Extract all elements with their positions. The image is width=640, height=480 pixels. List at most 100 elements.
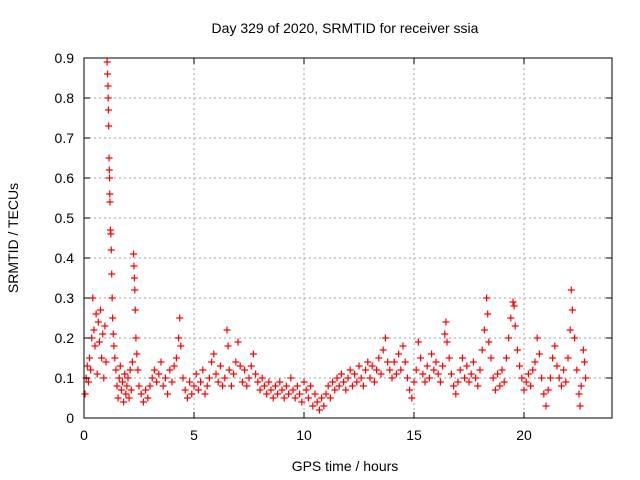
data-point xyxy=(344,374,352,382)
data-point xyxy=(516,362,524,370)
data-point xyxy=(104,106,112,114)
data-point xyxy=(377,370,385,378)
data-point xyxy=(142,386,150,394)
data-point xyxy=(105,154,113,162)
data-point xyxy=(224,342,232,350)
data-point xyxy=(549,354,557,362)
y-tick-label: 0.3 xyxy=(55,290,75,306)
data-point xyxy=(335,382,343,390)
data-point xyxy=(553,362,561,370)
data-point xyxy=(91,342,99,350)
y-tick-label: 0.6 xyxy=(55,170,75,186)
data-point xyxy=(106,198,114,206)
data-point xyxy=(126,366,134,374)
data-point xyxy=(104,82,112,90)
data-point xyxy=(401,358,409,366)
data-point xyxy=(92,310,100,318)
data-point xyxy=(282,382,290,390)
data-point xyxy=(576,402,584,410)
data-point xyxy=(120,398,128,406)
data-point xyxy=(227,382,235,390)
data-point xyxy=(236,362,244,370)
x-tick-label: 15 xyxy=(406,427,422,443)
data-point xyxy=(579,346,587,354)
data-point xyxy=(566,326,574,334)
data-point xyxy=(500,378,508,386)
data-point xyxy=(133,350,141,358)
data-point xyxy=(571,334,579,342)
data-point xyxy=(357,374,365,382)
data-point xyxy=(289,386,297,394)
data-point xyxy=(108,270,116,278)
data-point xyxy=(121,370,129,378)
data-point xyxy=(95,338,103,346)
data-point xyxy=(124,374,132,382)
x-tick-label: 5 xyxy=(190,427,198,443)
data-point xyxy=(428,350,436,358)
data-point xyxy=(208,358,216,366)
data-point xyxy=(461,374,469,382)
data-point xyxy=(399,342,407,350)
data-point xyxy=(472,374,480,382)
data-point xyxy=(83,362,91,370)
data-point xyxy=(337,370,345,378)
data-point xyxy=(496,382,504,390)
data-point xyxy=(263,390,271,398)
data-point xyxy=(249,350,257,358)
data-point xyxy=(359,382,367,390)
data-point xyxy=(419,370,427,378)
data-point xyxy=(212,370,220,378)
data-point xyxy=(425,374,433,382)
data-point xyxy=(452,390,460,398)
data-point xyxy=(489,374,497,382)
data-point xyxy=(562,378,570,386)
data-point xyxy=(467,370,475,378)
data-point xyxy=(197,378,205,386)
data-point xyxy=(128,358,136,366)
data-point xyxy=(260,382,268,390)
data-point xyxy=(487,354,495,362)
data-point xyxy=(232,358,240,366)
data-point xyxy=(161,374,169,382)
data-point xyxy=(318,394,326,402)
data-point xyxy=(177,342,185,350)
chart-title: Day 329 of 2020, SRMTID for receiver ssi… xyxy=(212,20,479,36)
data-point xyxy=(505,334,513,342)
data-point xyxy=(370,378,378,386)
data-point xyxy=(192,370,200,378)
data-point xyxy=(107,246,115,254)
data-point xyxy=(443,338,451,346)
y-tick-label: 0.7 xyxy=(55,130,75,146)
data-point xyxy=(225,366,233,374)
data-point xyxy=(267,386,275,394)
data-point xyxy=(125,394,133,402)
data-point xyxy=(216,362,224,370)
data-point xyxy=(333,374,341,382)
data-point xyxy=(390,358,398,366)
data-point xyxy=(131,306,139,314)
data-point xyxy=(188,390,196,398)
data-point xyxy=(577,382,585,390)
data-point xyxy=(375,354,383,362)
data-point xyxy=(524,370,532,378)
data-point xyxy=(247,362,255,370)
data-point xyxy=(465,378,473,386)
data-point xyxy=(105,122,113,130)
data-point xyxy=(366,374,374,382)
data-point xyxy=(324,382,332,390)
data-point xyxy=(223,326,231,334)
x-tick-label: 20 xyxy=(516,427,532,443)
data-point xyxy=(230,370,238,378)
data-point xyxy=(155,370,163,378)
data-point xyxy=(130,250,137,258)
data-point xyxy=(252,370,260,378)
data-point xyxy=(89,294,97,302)
data-point xyxy=(469,358,477,366)
data-point xyxy=(81,390,89,398)
data-point xyxy=(507,314,515,322)
data-point xyxy=(109,314,117,322)
data-point xyxy=(105,166,113,174)
data-point xyxy=(326,394,334,402)
data-point xyxy=(278,386,286,394)
